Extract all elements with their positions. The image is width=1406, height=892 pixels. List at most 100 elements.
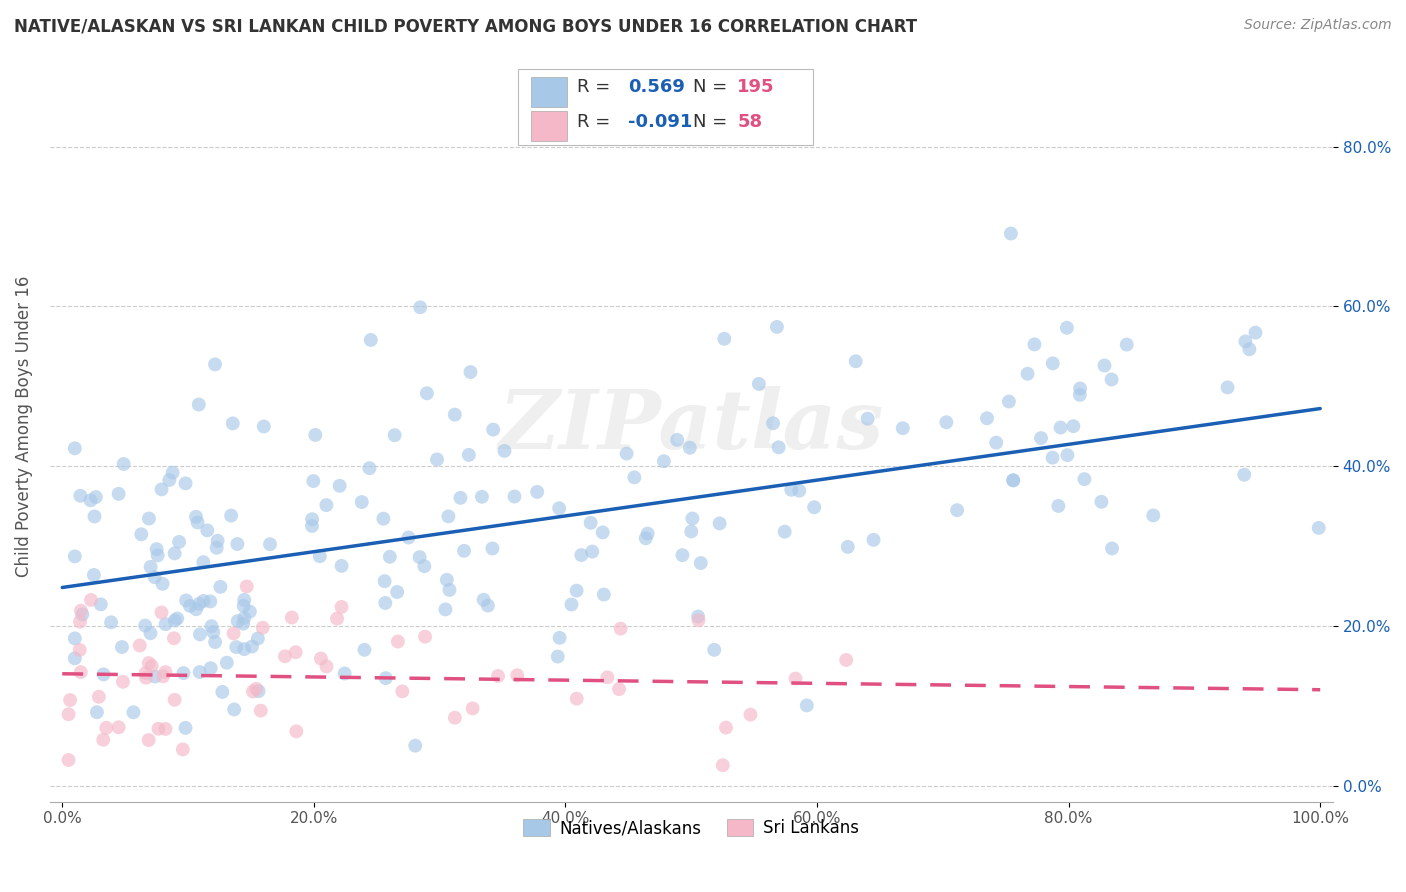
Point — [460, 365, 482, 379]
Point — [107, 720, 129, 734]
Point — [935, 415, 957, 429]
Legend: Natives/Alaskans, Sri Lankans: Natives/Alaskans, Sri Lankans — [515, 811, 868, 846]
Point — [1042, 356, 1064, 370]
Point — [259, 537, 281, 551]
Point — [174, 476, 197, 491]
Point — [409, 301, 432, 315]
Point — [107, 487, 129, 501]
Point — [1115, 337, 1137, 351]
Point — [155, 617, 177, 632]
Point — [219, 508, 242, 523]
Text: 0.569: 0.569 — [628, 78, 685, 95]
Point — [679, 441, 702, 455]
Point — [1056, 448, 1078, 462]
Point — [226, 537, 249, 551]
Point — [111, 674, 134, 689]
Point — [1017, 367, 1039, 381]
Point — [163, 632, 186, 646]
Point — [688, 613, 710, 627]
Point — [1042, 450, 1064, 465]
Point — [301, 519, 323, 533]
Point — [308, 549, 330, 564]
Point — [766, 320, 789, 334]
Point — [72, 607, 94, 622]
Point — [986, 435, 1008, 450]
Point — [309, 651, 332, 665]
Point — [239, 605, 262, 619]
Point — [253, 419, 276, 434]
Point — [232, 599, 254, 613]
Point — [100, 615, 122, 630]
Point — [711, 758, 734, 772]
Point — [416, 386, 439, 401]
Point — [163, 546, 186, 560]
Point — [155, 722, 177, 736]
Point — [301, 512, 323, 526]
Y-axis label: Child Poverty Among Boys Under 16: Child Poverty Among Boys Under 16 — [15, 276, 32, 577]
Point — [232, 616, 254, 631]
Point — [457, 448, 479, 462]
Point — [155, 665, 177, 679]
Point — [96, 721, 118, 735]
Point — [240, 640, 263, 654]
Point — [592, 525, 614, 540]
Text: R =: R = — [576, 78, 616, 95]
Point — [374, 574, 396, 589]
Point — [90, 598, 112, 612]
Point — [330, 599, 353, 614]
Point — [58, 707, 80, 722]
Point — [503, 490, 526, 504]
Point — [152, 669, 174, 683]
Point — [211, 685, 233, 699]
Point — [359, 461, 381, 475]
Point — [207, 533, 229, 548]
Point — [245, 681, 267, 696]
Point — [439, 582, 461, 597]
Point — [408, 550, 430, 565]
Point — [333, 666, 356, 681]
Point — [209, 580, 232, 594]
Point — [1239, 343, 1261, 357]
Point — [1090, 495, 1112, 509]
Point — [246, 632, 269, 646]
Point — [233, 642, 256, 657]
Point — [69, 665, 91, 680]
Point — [139, 626, 162, 640]
Point — [138, 733, 160, 747]
Point — [304, 428, 326, 442]
Point — [224, 702, 246, 716]
Point — [494, 443, 516, 458]
Point — [150, 606, 173, 620]
Point — [162, 466, 184, 480]
Point — [506, 668, 529, 682]
Point — [233, 593, 256, 607]
Point — [1069, 381, 1091, 395]
Point — [204, 635, 226, 649]
Point — [84, 490, 107, 504]
Point — [671, 548, 693, 562]
Point — [350, 495, 373, 509]
Point — [461, 701, 484, 715]
Point — [152, 577, 174, 591]
Point — [374, 671, 396, 685]
Point — [329, 479, 352, 493]
Text: Source: ZipAtlas.com: Source: ZipAtlas.com — [1244, 18, 1392, 32]
Point — [787, 483, 810, 498]
Point — [200, 619, 222, 633]
Point — [1244, 326, 1267, 340]
Point — [378, 549, 401, 564]
Point — [374, 596, 396, 610]
Point — [135, 671, 157, 685]
Point — [689, 556, 711, 570]
Point — [83, 509, 105, 524]
Point — [188, 627, 211, 641]
Point — [222, 626, 245, 640]
Point — [780, 483, 803, 497]
Point — [449, 491, 471, 505]
Point — [740, 707, 762, 722]
Point — [69, 489, 91, 503]
Point — [596, 670, 619, 684]
Point — [837, 540, 859, 554]
Point — [69, 615, 91, 629]
Point — [174, 721, 197, 735]
